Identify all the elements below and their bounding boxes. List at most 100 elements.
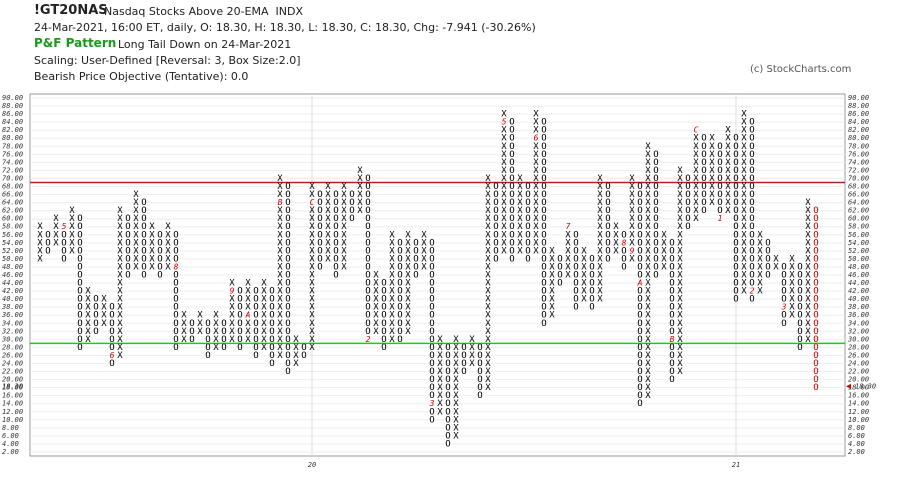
x-box: X <box>293 351 299 361</box>
o-box: O <box>173 254 178 264</box>
o-box: O <box>589 295 594 305</box>
x-box: X <box>341 206 347 216</box>
o-box: O <box>61 230 66 240</box>
x-box: X <box>677 303 683 313</box>
o-box: O <box>429 415 434 425</box>
o-box: O <box>717 174 722 184</box>
o-box: O <box>749 142 754 152</box>
o-box: O <box>477 359 482 369</box>
x-box: X <box>597 214 603 224</box>
x-box: X <box>133 254 139 264</box>
x-box: X <box>645 375 651 385</box>
o-box: O <box>765 254 770 264</box>
x-box: X <box>341 182 347 192</box>
x-label: 21 <box>732 461 740 469</box>
x-box: X <box>405 254 411 264</box>
o-box: O <box>237 303 242 313</box>
x-box: X <box>117 287 123 297</box>
x-box: X <box>181 335 187 345</box>
x-box: X <box>741 262 747 272</box>
o-box: O <box>77 295 82 305</box>
o-box: O <box>189 319 194 329</box>
x-box: X <box>549 271 555 281</box>
o-box: O <box>397 271 402 281</box>
x-box: X <box>501 238 507 248</box>
x-box: X <box>373 295 379 305</box>
x-box: X <box>453 391 459 401</box>
o-box: O <box>493 238 498 248</box>
x-box: X <box>629 254 635 264</box>
x-box: X <box>277 214 283 224</box>
o-box: O <box>493 214 498 224</box>
x-box: X <box>485 174 491 184</box>
x-box: X <box>389 335 395 345</box>
o-box: O <box>269 295 274 305</box>
x-box: X <box>501 126 507 136</box>
o-box: O <box>365 198 370 208</box>
o-box: O <box>749 238 754 248</box>
o-box: O <box>781 287 786 297</box>
x-box: X <box>309 230 315 240</box>
x-box: X <box>709 182 715 192</box>
x-box: X <box>597 206 603 216</box>
x-box: X <box>741 230 747 240</box>
o-box: O <box>509 230 514 240</box>
x-box: X <box>485 230 491 240</box>
o-box: O <box>541 126 546 136</box>
o-box: O <box>493 206 498 216</box>
x-box: X <box>309 335 315 345</box>
o-box: O <box>797 287 802 297</box>
x-box: X <box>741 182 747 192</box>
x-box: X <box>485 198 491 208</box>
o-box: O <box>413 254 418 264</box>
x-box: X <box>485 287 491 297</box>
x-box: X <box>805 198 811 208</box>
o-box: O <box>317 254 322 264</box>
x-box: X <box>373 279 379 289</box>
o-box: O <box>813 214 818 224</box>
x-box: X <box>325 238 331 248</box>
y-tick-label: 10.00 <box>2 416 23 424</box>
o-box: O <box>541 254 546 264</box>
o-box: O <box>637 238 642 248</box>
x-box: X <box>437 407 443 417</box>
x-box: X <box>53 214 59 224</box>
x-box: X <box>133 214 139 224</box>
x-box: X <box>405 287 411 297</box>
o-box: O <box>381 335 386 345</box>
x-box: X <box>485 246 491 256</box>
pnf-column: OO <box>301 343 306 361</box>
x-box: X <box>629 198 635 208</box>
x-box: X <box>149 246 155 256</box>
x-box: X <box>165 262 171 272</box>
o-box: O <box>317 262 322 272</box>
x-box: X <box>805 335 811 345</box>
o-box: O <box>781 311 786 321</box>
o-box: O <box>653 230 658 240</box>
o-box: O <box>141 271 146 281</box>
o-box: O <box>125 254 130 264</box>
o-box: O <box>109 319 114 329</box>
x-box: X <box>117 319 123 329</box>
y-tick-label-right: 86.00 <box>848 110 869 118</box>
o-box: O <box>717 158 722 168</box>
x-box: X <box>341 190 347 200</box>
x-box: X <box>789 262 795 272</box>
x-box: X <box>261 335 267 345</box>
o-box: O <box>509 190 514 200</box>
o-box: O <box>205 327 210 337</box>
x-box: X <box>629 206 635 216</box>
o-box: O <box>445 423 450 433</box>
x-box: X <box>389 262 395 272</box>
y-tick-label-right: 24.00 <box>848 359 869 367</box>
o-box: O <box>557 262 562 272</box>
o-box: O <box>285 262 290 272</box>
o-box: O <box>605 206 610 216</box>
o-box: O <box>173 271 178 281</box>
o-box: O <box>477 383 482 393</box>
o-box: O <box>445 415 450 425</box>
o-box: O <box>733 174 738 184</box>
